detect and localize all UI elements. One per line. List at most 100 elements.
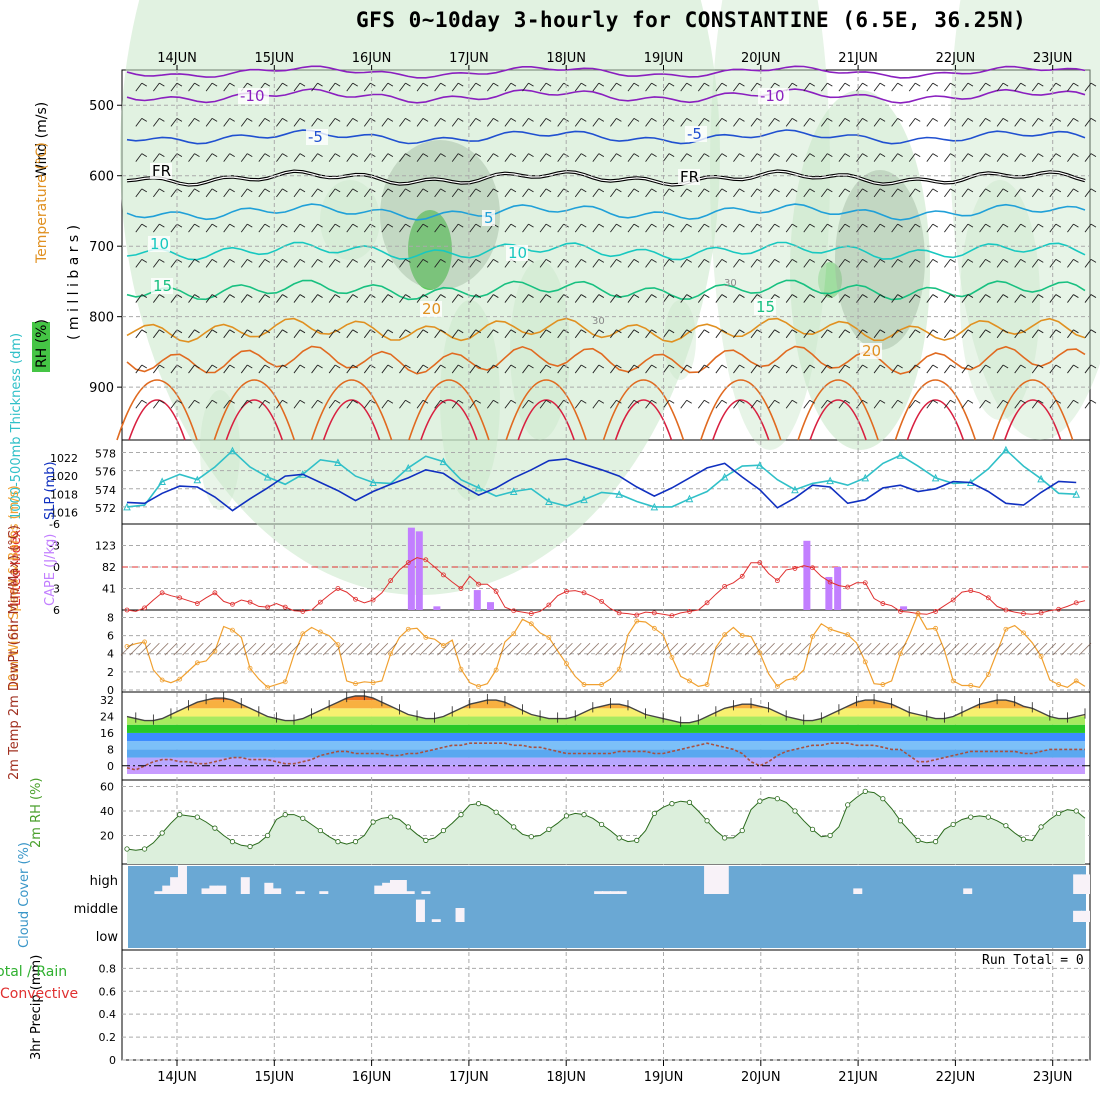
wind-barb	[844, 223, 851, 228]
wind-barb	[627, 188, 635, 198]
wind-barb	[258, 118, 266, 127]
wind-barb	[1052, 642, 1065, 656]
wind-barb	[510, 188, 517, 193]
wind-barb	[381, 400, 389, 409]
wind-barb	[1025, 642, 1039, 656]
wind-barb	[950, 82, 956, 87]
wind-barb	[721, 223, 728, 228]
wind-barb	[856, 188, 863, 198]
rh2m-marker	[511, 824, 517, 830]
wind-barb	[791, 153, 798, 158]
wind-barb	[932, 223, 939, 228]
lifted-marker	[528, 611, 534, 616]
wind-barb	[223, 153, 231, 162]
wind-barb	[700, 642, 714, 656]
wind-barb	[1073, 188, 1079, 193]
wind-barb	[598, 329, 605, 334]
wind-barb	[211, 82, 218, 87]
wind-barb	[897, 329, 903, 334]
wind-barb	[633, 294, 640, 298]
cloud-middle-bar	[1081, 910, 1090, 922]
wind-barb	[944, 153, 951, 162]
wind-marker	[230, 627, 235, 633]
wind-barb	[188, 223, 195, 233]
wind-barb	[999, 642, 1013, 656]
wind-barb	[299, 117, 306, 122]
wind-barb	[1031, 329, 1039, 339]
wind-barb	[352, 82, 358, 87]
wind-barb	[434, 329, 441, 339]
wind-barb	[510, 294, 517, 298]
wind-barb	[610, 188, 617, 198]
wind-barb	[592, 118, 600, 127]
cloud-middle-bar	[455, 908, 465, 922]
wind-barb	[135, 82, 143, 92]
cape-tick-label: 82	[102, 561, 116, 574]
isotherm-25	[126, 345, 1086, 375]
wind-barb	[683, 642, 696, 656]
lifted-marker	[774, 578, 780, 584]
wind-barb	[194, 329, 200, 334]
wind-barb	[944, 82, 951, 92]
wind-barb	[651, 329, 657, 334]
wind-barb	[785, 400, 793, 409]
wind-barb	[223, 118, 231, 127]
wind-barb	[944, 329, 951, 339]
wind-barb	[282, 117, 288, 122]
wind-marker	[247, 665, 253, 671]
cloud-high-bar	[397, 880, 407, 894]
wind-barb	[1002, 188, 1009, 193]
wind-barb	[704, 258, 710, 263]
x-tick-label-bottom: 14JUN	[157, 1070, 197, 1085]
wind-barb	[662, 400, 670, 409]
wind-barb	[715, 118, 723, 127]
wind-barb	[457, 399, 464, 404]
wind-barb	[194, 294, 200, 298]
rh2m-marker	[774, 796, 780, 802]
wind-barb	[1038, 188, 1044, 193]
wind-barb	[334, 329, 341, 334]
wind-barb	[141, 82, 148, 87]
wind-barb	[282, 294, 288, 298]
wind-barb	[985, 117, 991, 122]
wind-barb	[820, 259, 828, 268]
wind-barb	[328, 153, 336, 162]
wind-barb	[680, 400, 688, 409]
wind-barb	[528, 117, 534, 122]
wind-barb	[282, 223, 288, 228]
rh-shading	[380, 140, 500, 290]
thickness-tick-label: 574	[95, 484, 116, 497]
wind-barb	[416, 118, 424, 127]
wind-barb	[662, 329, 670, 339]
wind-barb	[317, 399, 323, 404]
rh-ylabel-group: 2m RH (%)	[29, 777, 44, 848]
wind-barb	[768, 259, 775, 268]
wind-marker	[388, 651, 394, 657]
wind-barb	[809, 153, 815, 158]
wind-barb	[557, 153, 565, 162]
wind-barb	[1002, 117, 1009, 122]
wind-barb	[170, 223, 178, 233]
wind-barb	[299, 82, 306, 87]
wind-barb	[170, 153, 178, 162]
wind-barb	[141, 399, 148, 404]
wind-barb	[697, 294, 705, 303]
wind-barb	[715, 294, 723, 303]
wind-barb	[493, 294, 499, 298]
wind-barb	[276, 118, 283, 127]
wind-barb	[581, 188, 587, 193]
lifted-ylabel-group: Lifted Index CAPE (J/kg)	[9, 529, 58, 606]
wind-barb	[926, 400, 934, 409]
wind-barb	[581, 364, 587, 369]
isotherm-hump	[809, 399, 867, 441]
wind-barb	[803, 294, 811, 303]
wind-barb	[264, 329, 271, 334]
wind-barb	[1069, 642, 1083, 656]
wind-barb	[668, 329, 675, 334]
thickness-marker	[123, 502, 131, 511]
wind-barb	[680, 153, 688, 162]
wind-barb	[1014, 400, 1022, 409]
wind-barb	[1038, 399, 1044, 404]
wind-barb	[346, 329, 354, 339]
